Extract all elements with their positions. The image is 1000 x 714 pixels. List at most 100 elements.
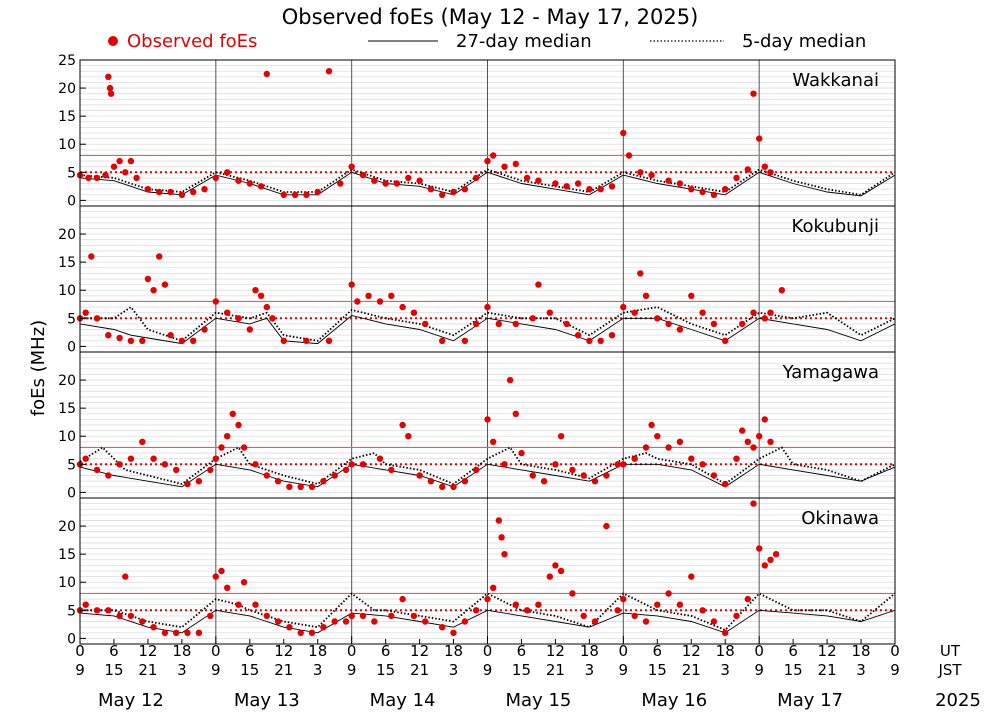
observed-point <box>546 309 553 316</box>
y-tick-label: 0 <box>67 339 76 355</box>
observed-point <box>450 188 457 196</box>
observed-point <box>274 618 282 625</box>
observed-point <box>342 618 350 625</box>
observed-point <box>240 444 248 451</box>
y-tick-label: 15 <box>58 547 76 563</box>
observed-point <box>699 309 706 316</box>
observed-point <box>523 607 531 614</box>
observed-point <box>761 163 768 170</box>
observed-point <box>116 461 123 468</box>
y-tick-label: 0 <box>67 193 76 209</box>
ut-tick-label: 12 <box>410 642 429 660</box>
observed-point <box>297 483 304 490</box>
ut-tick-label: 6 <box>653 642 663 660</box>
jst-axis-label: JST <box>937 661 962 679</box>
observed-point <box>699 607 706 614</box>
observed-point <box>767 556 774 563</box>
observed-point <box>116 334 123 342</box>
observed-point <box>106 84 114 92</box>
observed-point <box>614 607 621 614</box>
observed-point <box>473 607 480 614</box>
observed-point <box>484 303 491 311</box>
observed-point <box>642 618 650 625</box>
observed-point <box>274 478 282 485</box>
y-axis-label: foEs (MHz) <box>28 320 49 416</box>
observed-point <box>422 320 429 328</box>
jst-tick-label: 21 <box>546 661 565 679</box>
observed-point <box>263 70 270 78</box>
observed-point <box>506 376 514 384</box>
y-tick-label: 0 <box>67 485 76 501</box>
year-label: 2025 <box>935 690 981 711</box>
ut-tick-label: 0 <box>619 642 629 660</box>
observed-point <box>540 478 548 485</box>
observed-point <box>139 438 146 445</box>
observed-point <box>85 174 92 182</box>
ut-tick-label: 0 <box>211 642 221 660</box>
observed-point <box>286 624 293 631</box>
observed-point <box>224 584 231 591</box>
jst-tick-label: 9 <box>211 661 221 679</box>
observed-point <box>150 287 157 294</box>
observed-point <box>722 337 729 344</box>
observed-point <box>688 186 695 193</box>
observed-point <box>359 612 367 620</box>
observed-point <box>450 629 457 636</box>
observed-point <box>580 612 587 620</box>
observed-point <box>597 337 604 344</box>
panel-wakkanai: 0 5 10 15 20 25 Wakkanai <box>58 53 896 209</box>
y-tick-label: 10 <box>58 137 76 153</box>
observed-point <box>178 337 186 344</box>
observed-point <box>416 177 423 184</box>
date-label: May 15 <box>506 690 572 711</box>
observed-point <box>688 573 695 580</box>
jst-tick-label: 21 <box>818 661 837 679</box>
observed-point <box>512 160 519 168</box>
y-tick-label: 15 <box>58 255 76 271</box>
observed-point <box>88 253 95 260</box>
observed-point <box>495 517 502 524</box>
y-tick-label: 15 <box>58 109 76 125</box>
observed-point <box>218 444 225 451</box>
y-tick-label: 20 <box>58 519 76 535</box>
observed-point <box>144 275 152 283</box>
observed-point <box>461 186 469 193</box>
observed-point <box>156 253 163 260</box>
observed-point <box>388 466 395 474</box>
observed-point <box>699 188 706 196</box>
observed-point <box>246 180 253 187</box>
observed-point <box>110 163 118 170</box>
x-axis: 0961512211830961512211830961512211830961… <box>75 636 981 711</box>
observed-point <box>427 186 435 193</box>
observed-point <box>461 478 469 485</box>
observed-point <box>212 573 219 580</box>
observed-point <box>303 337 310 344</box>
ut-tick-label: 18 <box>851 642 870 660</box>
observed-point <box>580 472 587 479</box>
observed-point <box>642 444 650 451</box>
observed-point <box>744 595 751 603</box>
y-tick-label: 25 <box>58 53 76 69</box>
observed-point <box>240 579 248 586</box>
observed-point <box>439 191 446 198</box>
observed-point <box>739 427 746 434</box>
observed-point <box>376 455 384 462</box>
observed-point <box>218 567 225 575</box>
ut-tick-label: 0 <box>347 642 357 660</box>
observed-point <box>303 191 310 198</box>
observed-point <box>337 180 344 187</box>
jst-tick-label: 21 <box>274 661 293 679</box>
observed-point <box>676 438 684 445</box>
observed-point <box>473 174 480 182</box>
jst-tick-label: 3 <box>313 661 323 679</box>
legend-median5-label: 5-day median <box>742 31 866 52</box>
observed-point <box>122 169 129 176</box>
observed-point <box>195 478 203 485</box>
median27-line <box>79 463 896 488</box>
observed-point <box>761 562 768 569</box>
observed-point <box>473 320 480 328</box>
observed-point <box>190 337 197 344</box>
observed-point <box>201 326 208 333</box>
observed-point <box>201 186 208 193</box>
observed-point <box>93 466 101 474</box>
